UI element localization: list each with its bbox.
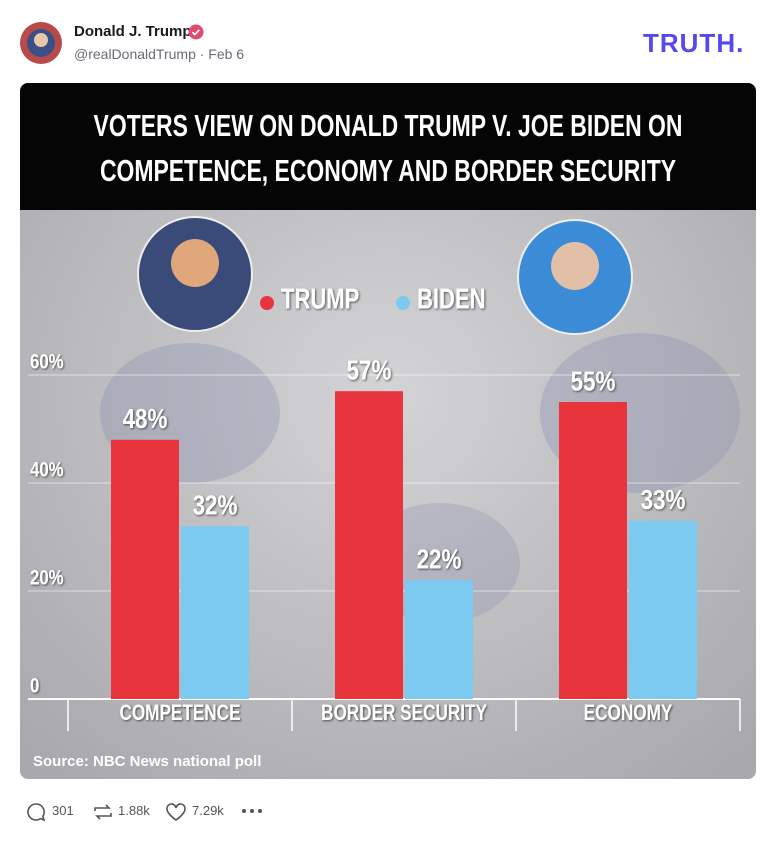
y-tick-label: 60% [30,351,64,374]
more-button[interactable] [240,804,264,818]
value-label: 55% [571,365,616,396]
y-tick-label: 20% [30,567,64,590]
verified-badge [188,24,204,40]
bar [629,520,697,699]
value-label: 32% [193,490,238,521]
legend-marker [260,296,274,310]
value-label: 57% [347,355,392,386]
value-label: 48% [123,403,168,434]
retruth-count[interactable]: 1.88k [118,803,150,818]
chart-title: COMPETENCE, ECONOMY AND BORDER SECURITY [100,153,676,188]
x-tick-label: COMPETENCE [119,700,240,725]
y-tick-label: 0 [30,675,39,698]
legend-marker [396,296,410,310]
y-tick-label: 40% [30,459,64,482]
reply-icon[interactable] [26,802,46,822]
bar [335,391,403,699]
value-label: 22% [417,544,462,575]
bar [181,526,249,699]
source-note: Source: NBC News national poll [33,753,261,770]
reply-count[interactable]: 301 [52,803,74,818]
handle-date[interactable]: @realDonaldTrump · Feb 6 [74,46,245,62]
retruth-icon[interactable] [92,802,114,822]
logo[interactable]: TRUTH. [643,28,745,58]
value-label: 33% [641,484,686,515]
like-count[interactable]: 7.29k [192,803,224,818]
avatar[interactable] [20,22,62,64]
bar [405,580,473,699]
bar [111,439,179,699]
chart-title: VOTERS VIEW ON DONALD TRUMP V. JOE BIDEN… [94,108,683,143]
x-tick-label: BORDER SECURITY [321,700,487,725]
legend-label: BIDEN [417,284,486,316]
like-icon[interactable] [165,802,187,822]
chart-image: VOTERS VIEW ON DONALD TRUMP V. JOE BIDEN… [20,83,756,779]
bar [559,402,627,699]
legend-label: TRUMP [281,284,359,316]
author-name[interactable]: Donald J. Trump [74,23,192,40]
x-tick-label: ECONOMY [584,700,673,725]
